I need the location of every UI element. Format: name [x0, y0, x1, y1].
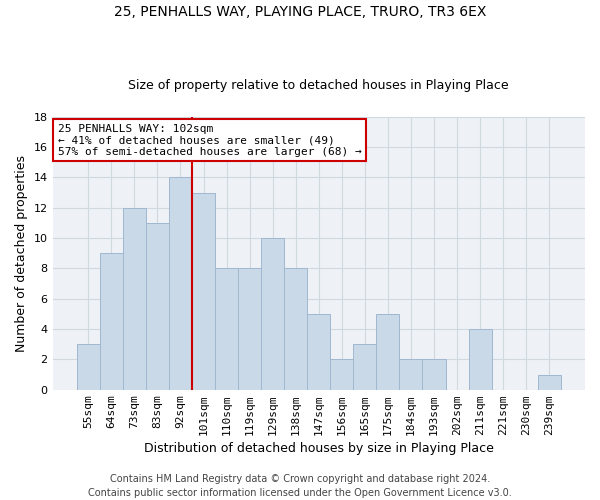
- Bar: [123, 208, 146, 390]
- Bar: [238, 268, 261, 390]
- Bar: [307, 314, 330, 390]
- Bar: [400, 360, 422, 390]
- Bar: [77, 344, 100, 390]
- Bar: [422, 360, 446, 390]
- Bar: [469, 329, 491, 390]
- Bar: [146, 223, 169, 390]
- Bar: [215, 268, 238, 390]
- X-axis label: Distribution of detached houses by size in Playing Place: Distribution of detached houses by size …: [144, 442, 494, 455]
- Bar: [192, 192, 215, 390]
- Y-axis label: Number of detached properties: Number of detached properties: [15, 154, 28, 352]
- Title: Size of property relative to detached houses in Playing Place: Size of property relative to detached ho…: [128, 79, 509, 92]
- Bar: [169, 178, 192, 390]
- Bar: [376, 314, 400, 390]
- Bar: [330, 360, 353, 390]
- Bar: [261, 238, 284, 390]
- Bar: [284, 268, 307, 390]
- Text: Contains HM Land Registry data © Crown copyright and database right 2024.
Contai: Contains HM Land Registry data © Crown c…: [88, 474, 512, 498]
- Text: 25, PENHALLS WAY, PLAYING PLACE, TRURO, TR3 6EX: 25, PENHALLS WAY, PLAYING PLACE, TRURO, …: [114, 5, 486, 19]
- Bar: [538, 374, 561, 390]
- Text: 25 PENHALLS WAY: 102sqm
← 41% of detached houses are smaller (49)
57% of semi-de: 25 PENHALLS WAY: 102sqm ← 41% of detache…: [58, 124, 362, 157]
- Bar: [353, 344, 376, 390]
- Bar: [100, 253, 123, 390]
